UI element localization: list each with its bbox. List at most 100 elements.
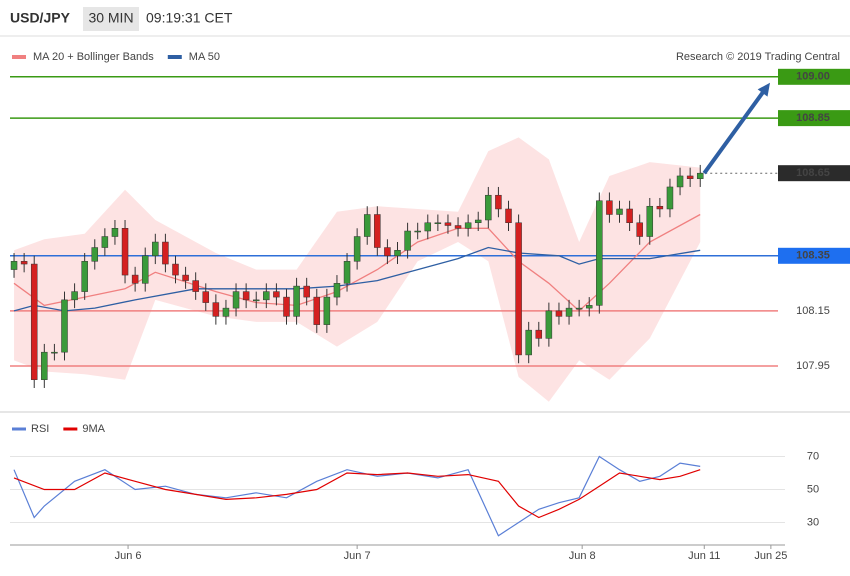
candle-body (555, 310, 563, 317)
y-tick-label: 30 (807, 516, 819, 528)
candle-body (303, 285, 310, 298)
candle-body (242, 291, 250, 301)
candle-body (596, 200, 603, 306)
level-label-box (778, 247, 850, 264)
candle-body (434, 222, 442, 225)
level-label: 108.65 (796, 167, 830, 179)
x-tick-label: Jun 25 (754, 550, 787, 562)
candle-body (565, 307, 573, 317)
candle-body (20, 261, 28, 265)
candle-body (585, 305, 593, 309)
candle-body (212, 302, 220, 317)
candle-body (283, 296, 290, 317)
candle-body (222, 307, 230, 317)
candle-body (323, 296, 331, 325)
candle-body (111, 228, 119, 237)
candle-body (333, 283, 341, 298)
credit: Research © 2019 Trading Central (676, 51, 840, 63)
candle-body (192, 280, 199, 292)
level-label: 108.15 (796, 305, 830, 317)
y-tick-label: 70 (807, 450, 819, 462)
candle-body (626, 208, 633, 224)
candle-body (162, 241, 169, 265)
timeframe-box (83, 7, 139, 31)
target-arrow-head (757, 82, 770, 97)
candle-body (404, 230, 411, 251)
candle-body (313, 296, 321, 325)
rsi-line (13, 469, 701, 519)
candle-body (485, 194, 492, 221)
legend-label: RSI (31, 423, 49, 435)
level-label-box (778, 68, 850, 85)
level-label: 108.85 (796, 112, 830, 124)
level-label-box (778, 165, 850, 182)
candle-body (182, 274, 189, 281)
candle-body (656, 205, 664, 210)
candle-body (10, 261, 18, 270)
candle-body (515, 222, 522, 356)
candle-body (464, 222, 472, 229)
level-label-box (778, 110, 850, 127)
candle-body (535, 329, 543, 339)
candle-body (121, 228, 129, 276)
timeframe: 30 MIN (88, 10, 133, 26)
x-tick-label: Jun 8 (569, 550, 596, 562)
candle-body (91, 247, 99, 262)
candle-body (101, 236, 109, 248)
candle-body (646, 205, 654, 237)
candle-body (444, 222, 452, 226)
candle-body (545, 310, 553, 339)
legend-label: 9MA (82, 423, 105, 435)
time: 09:19:31 CET (146, 10, 233, 26)
x-tick-label: Jun 6 (115, 550, 142, 562)
candle-body (374, 214, 381, 248)
legend-label: MA 20 + Bollinger Bands (33, 51, 154, 63)
moving-average (13, 246, 701, 312)
candle-body (81, 261, 88, 292)
candle-body (273, 291, 280, 298)
candle-body (293, 285, 300, 317)
candle-body (343, 261, 351, 284)
candle-body (394, 250, 401, 257)
candle-body (131, 274, 139, 284)
candle-body (525, 329, 532, 356)
candle-body (41, 351, 48, 380)
level-label: 109.00 (796, 71, 830, 83)
candle-body (696, 172, 704, 179)
target-arrow (702, 89, 766, 175)
candle-body (606, 200, 613, 215)
candle-body (61, 299, 68, 353)
y-tick-label: 50 (807, 483, 819, 495)
candle-body (71, 291, 78, 301)
rsi-line (13, 455, 701, 537)
candle-body (575, 307, 583, 310)
candle-body (30, 263, 38, 380)
candle-body (495, 194, 502, 210)
candle-body (141, 255, 149, 284)
candle-body (51, 351, 58, 354)
candle-body (414, 230, 421, 233)
x-tick-label: Jun 7 (344, 550, 371, 562)
candle-body (353, 236, 361, 262)
candle-body (252, 299, 260, 302)
candle-body (232, 291, 240, 309)
candle-body (474, 219, 482, 224)
symbol: USD/JPY (10, 10, 71, 26)
candle-body (454, 225, 462, 229)
candle-body (686, 175, 694, 179)
candle-body (384, 247, 391, 257)
candle-body (202, 291, 210, 303)
level-label: 108.35 (796, 250, 830, 262)
candle-body (666, 186, 674, 210)
candle-body (636, 222, 643, 237)
candle-body (172, 263, 179, 276)
candle-body (263, 291, 270, 301)
candle-body (363, 214, 371, 237)
candle-body (616, 208, 623, 215)
candle-body (152, 241, 159, 257)
legend-label: MA 50 (189, 51, 220, 63)
x-tick-label: Jun 11 (688, 550, 720, 562)
candle-body (505, 208, 512, 224)
level-label: 107.95 (796, 360, 830, 372)
